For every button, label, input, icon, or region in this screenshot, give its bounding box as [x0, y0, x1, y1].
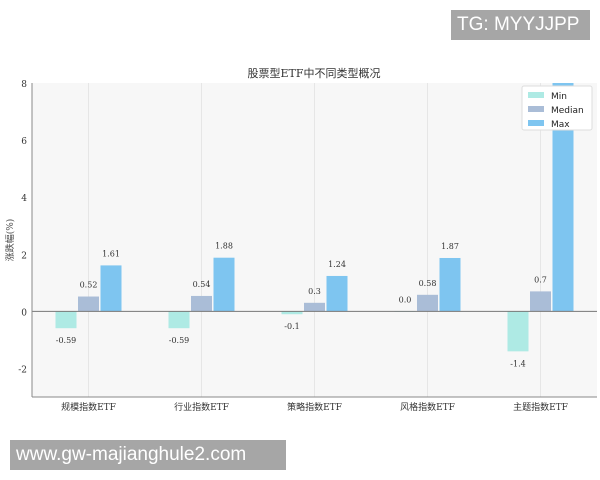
data-label: -0.1: [284, 322, 299, 331]
watermark-url: www.gw-majianghule2.com: [10, 440, 286, 470]
y-tick-label: 8: [21, 80, 27, 90]
data-label: 0.58: [419, 279, 437, 288]
legend-swatch-max: [528, 120, 544, 126]
chart-title: 股票型ETF中不同类型概况: [248, 66, 381, 80]
bar-median: [417, 294, 438, 312]
x-tick-label: 风格指数ETF: [400, 401, 455, 413]
y-tick-label: 6: [21, 137, 27, 147]
bar-median: [191, 295, 212, 312]
bar-max: [552, 83, 574, 312]
data-label: -1.4: [510, 359, 525, 368]
legend-swatch-min: [528, 92, 544, 98]
bar-min: [168, 311, 190, 329]
legend-swatch-median: [528, 106, 544, 112]
data-label: 0.52: [80, 281, 98, 290]
y-tick-label: 2: [21, 251, 27, 261]
bar-max: [213, 257, 235, 312]
y-tick-label: -2: [18, 365, 27, 375]
y-axis-label: 涨跌幅(%): [4, 219, 16, 262]
x-tick-label: 主题指数ETF: [513, 401, 568, 413]
data-label: 1.61: [102, 249, 120, 258]
data-label: 0.7: [534, 275, 547, 284]
data-label: 1.24: [328, 260, 346, 269]
bar-max: [326, 275, 348, 312]
data-label: 0.54: [193, 280, 211, 289]
data-label: 1.87: [441, 242, 459, 251]
bar-min: [281, 311, 303, 315]
legend-label: Min: [551, 92, 567, 102]
data-label: 1.88: [215, 242, 233, 251]
x-tick-label: 规模指数ETF: [61, 401, 116, 413]
bar-median: [304, 302, 325, 312]
x-tick-label: 行业指数ETF: [174, 401, 229, 413]
legend-label: Median: [551, 106, 584, 116]
data-label: -0.59: [169, 336, 190, 345]
x-tick-label: 策略指数ETF: [287, 401, 342, 413]
watermark-tg: TG: MYYJJPP: [451, 10, 590, 40]
y-tick-label: 0: [21, 308, 27, 318]
bar-median: [530, 291, 551, 312]
data-label: 0.0: [399, 295, 412, 304]
bar-median: [78, 296, 99, 312]
data-label: 0.3: [308, 287, 321, 296]
bar-min: [55, 311, 77, 329]
bar-max: [100, 265, 122, 312]
bar-min: [507, 311, 529, 352]
bar-max: [439, 257, 461, 312]
y-tick-label: 4: [21, 194, 27, 204]
data-label: -0.59: [56, 336, 77, 345]
legend-label: Max: [551, 120, 570, 130]
